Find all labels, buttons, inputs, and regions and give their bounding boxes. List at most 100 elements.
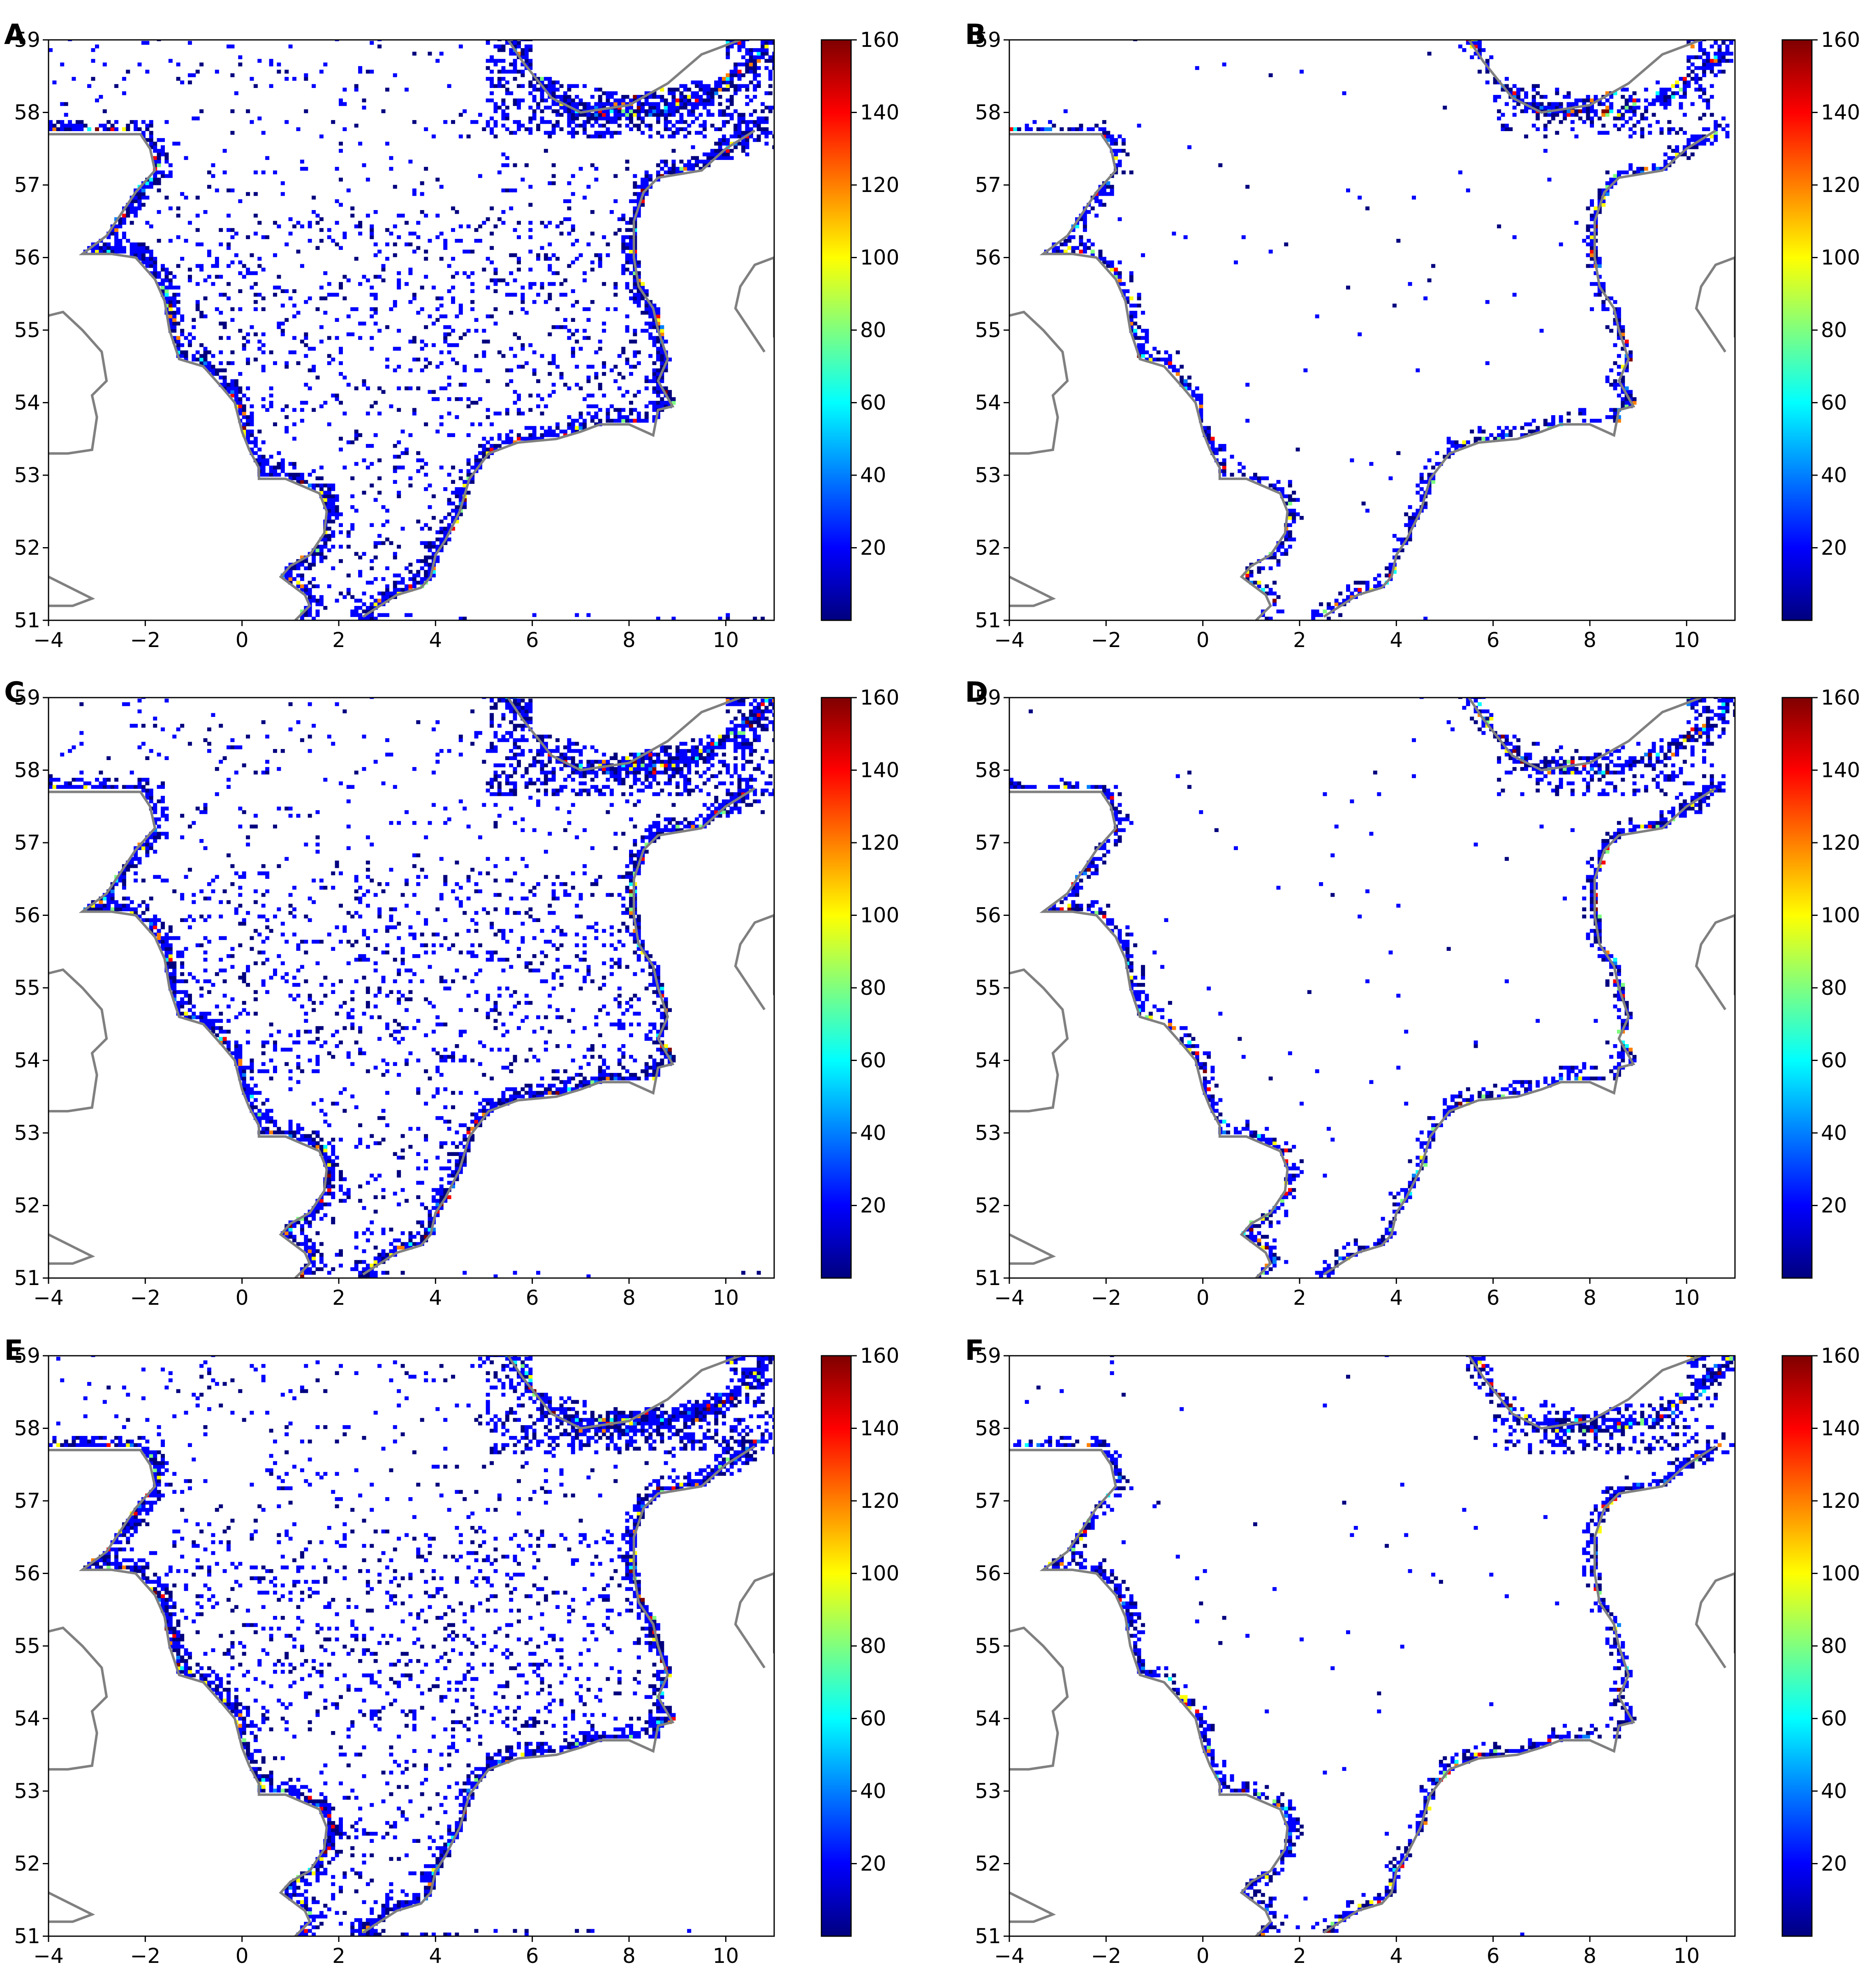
density-cell bbox=[424, 343, 428, 347]
density-cell bbox=[1636, 106, 1640, 110]
density-cell bbox=[346, 588, 351, 592]
density-cell bbox=[365, 609, 370, 614]
density-cell bbox=[227, 242, 231, 247]
density-cell bbox=[1659, 98, 1664, 102]
density-cell bbox=[75, 127, 80, 131]
density-cell bbox=[1632, 397, 1637, 401]
density-cell bbox=[234, 91, 238, 95]
density-cell bbox=[439, 422, 444, 426]
density-cell bbox=[1555, 88, 1559, 92]
density-cell bbox=[285, 69, 289, 74]
density-cell bbox=[1358, 332, 1362, 336]
density-cell bbox=[1590, 250, 1594, 254]
density-cell bbox=[563, 1087, 567, 1091]
density-cell bbox=[269, 469, 273, 473]
density-cell bbox=[458, 1141, 463, 1145]
density-cell bbox=[416, 311, 421, 315]
density-cell bbox=[365, 1264, 370, 1268]
density-cell bbox=[323, 1112, 328, 1116]
density-cell bbox=[102, 109, 107, 113]
density-cell bbox=[648, 325, 653, 329]
density-cell bbox=[563, 1069, 567, 1073]
density-cell bbox=[753, 62, 757, 67]
density-cell bbox=[187, 80, 192, 85]
density-cell bbox=[412, 120, 416, 124]
density-cell bbox=[1621, 379, 1625, 383]
density-cell bbox=[687, 159, 692, 164]
density-cell bbox=[544, 433, 548, 437]
density-cell bbox=[207, 170, 211, 175]
density-cell bbox=[1721, 40, 1726, 42]
density-cell bbox=[544, 84, 548, 88]
density-cell bbox=[1133, 314, 1138, 319]
density-cell bbox=[300, 476, 304, 481]
density-cell bbox=[331, 1152, 335, 1156]
density-cell bbox=[583, 106, 587, 110]
density-cell bbox=[505, 116, 509, 120]
density-cell bbox=[513, 278, 517, 282]
density-cell bbox=[1129, 296, 1133, 300]
density-cell bbox=[636, 196, 641, 200]
density-cell bbox=[227, 296, 231, 300]
density-cell bbox=[1419, 498, 1424, 502]
density-cell bbox=[242, 426, 246, 430]
density-cell bbox=[478, 451, 482, 455]
density-cell bbox=[304, 336, 308, 340]
density-cell bbox=[1350, 595, 1354, 599]
density-cell bbox=[315, 1209, 320, 1214]
density-cell bbox=[768, 109, 773, 113]
density-cell bbox=[416, 458, 421, 462]
density-cell bbox=[439, 465, 444, 469]
density-cell bbox=[633, 285, 637, 290]
density-cell bbox=[227, 246, 231, 250]
density-cell bbox=[548, 131, 552, 135]
density-cell bbox=[1686, 141, 1691, 146]
density-cell bbox=[482, 1109, 486, 1113]
density-cell bbox=[52, 127, 57, 131]
density-cell bbox=[652, 386, 657, 391]
density-cell bbox=[1122, 141, 1126, 146]
density-cell bbox=[1578, 116, 1582, 120]
density-cell bbox=[280, 289, 285, 293]
density-cell bbox=[157, 156, 161, 160]
density-cell bbox=[520, 307, 525, 311]
density-cell bbox=[706, 91, 711, 95]
density-cell bbox=[300, 555, 304, 559]
density-cell bbox=[1559, 418, 1563, 423]
density-cell bbox=[308, 473, 312, 477]
density-cell bbox=[203, 347, 208, 351]
density-cell bbox=[1052, 250, 1056, 254]
density-cell bbox=[234, 401, 238, 405]
density-cell bbox=[474, 318, 479, 322]
density-cell bbox=[1613, 123, 1617, 128]
density-cell bbox=[1698, 48, 1703, 52]
density-cell bbox=[222, 375, 227, 380]
density-cell bbox=[134, 120, 138, 124]
density-cell bbox=[420, 1220, 424, 1225]
density-cell bbox=[1207, 433, 1211, 437]
density-cell bbox=[1300, 69, 1304, 74]
density-cell bbox=[617, 1076, 622, 1081]
density-cell bbox=[675, 170, 680, 175]
density-cell bbox=[1416, 368, 1420, 372]
density-cell bbox=[234, 1059, 238, 1063]
density-cell bbox=[609, 368, 614, 372]
density-cell bbox=[424, 357, 428, 362]
density-cell bbox=[257, 455, 262, 459]
density-cell bbox=[586, 1080, 591, 1084]
density-cell bbox=[1083, 246, 1087, 250]
density-cell bbox=[656, 368, 660, 372]
density-cell bbox=[346, 383, 351, 387]
density-cell bbox=[621, 113, 626, 117]
density-cell bbox=[300, 617, 304, 620]
density-cell bbox=[633, 109, 637, 113]
density-cell bbox=[137, 257, 142, 261]
density-cell bbox=[1408, 505, 1412, 509]
density-cell bbox=[397, 1156, 401, 1160]
density-cell bbox=[625, 282, 629, 286]
density-cell bbox=[1675, 84, 1679, 88]
density-cell bbox=[532, 437, 537, 441]
density-cell bbox=[304, 1234, 308, 1239]
density-cell bbox=[644, 123, 649, 128]
density-cell bbox=[130, 120, 134, 124]
